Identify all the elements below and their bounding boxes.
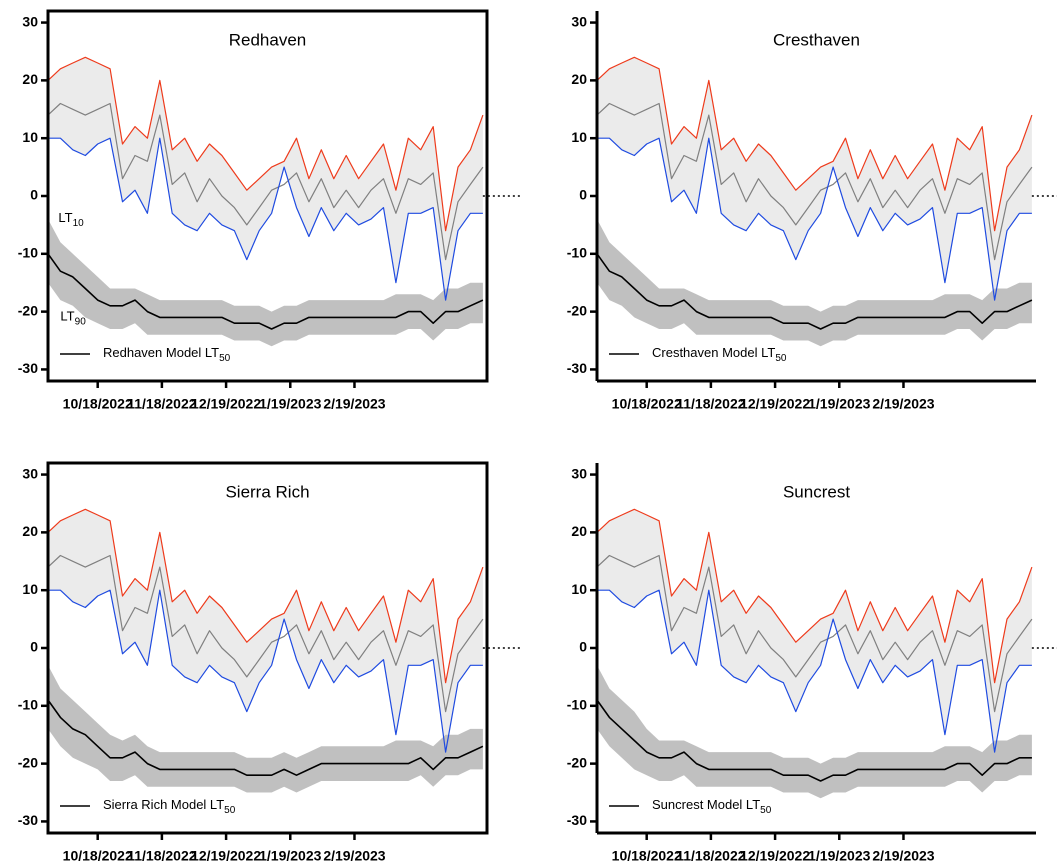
y-tick-label: -20 xyxy=(567,754,587,770)
legend-label: Suncrest Model LT50 xyxy=(652,797,772,815)
series-line xyxy=(47,554,484,713)
range-fill xyxy=(48,509,483,753)
chart-title: Sierra Rich xyxy=(225,482,309,501)
y-tick-label: 30 xyxy=(22,465,38,481)
y-tick-label: 0 xyxy=(579,187,587,203)
legend-label: Cresthaven Model LT50 xyxy=(652,345,787,363)
range-fill xyxy=(597,57,1032,301)
y-tick-label: -30 xyxy=(18,812,38,828)
x-tick-label: 2/19/2023 xyxy=(872,848,934,863)
x-tick-label: 12/19/2022 xyxy=(740,848,810,863)
y-tick-label: 30 xyxy=(22,13,38,29)
x-tick-label: 12/19/2022 xyxy=(740,396,810,412)
x-tick-label: 1/19/2023 xyxy=(259,848,321,863)
model-band xyxy=(597,665,1032,799)
series-line xyxy=(48,589,483,753)
y-tick-label: -10 xyxy=(18,245,38,261)
y-tick-label: 0 xyxy=(579,639,587,655)
y-tick-label: 10 xyxy=(22,129,38,145)
series-line xyxy=(597,589,1032,753)
y-tick-label: 10 xyxy=(571,129,587,145)
y-tick-label: 30 xyxy=(571,13,587,29)
y-tick-label: 20 xyxy=(22,523,38,539)
series-line xyxy=(597,137,1032,301)
series-line xyxy=(596,508,1033,684)
y-tick-label: 20 xyxy=(571,71,587,87)
x-tick-label: 10/18/2022 xyxy=(612,396,682,412)
y-tick-label: -20 xyxy=(18,754,38,770)
y-tick-label: 20 xyxy=(22,71,38,87)
series-line xyxy=(47,699,484,776)
x-tick-label: 12/19/2022 xyxy=(191,848,261,863)
series-line xyxy=(48,137,483,301)
range-fill xyxy=(48,57,483,301)
x-tick-label: 11/18/2022 xyxy=(676,848,746,863)
x-tick-label: 11/18/2022 xyxy=(127,848,197,863)
series-line xyxy=(596,699,1032,782)
annotation: LT10 xyxy=(58,211,84,229)
model-band xyxy=(48,219,483,347)
x-tick-label: 11/18/2022 xyxy=(676,396,746,412)
y-tick-label: 20 xyxy=(571,523,587,539)
y-tick-label: -10 xyxy=(567,245,587,261)
chart-title: Redhaven xyxy=(229,30,307,49)
y-tick-label: -10 xyxy=(18,697,38,713)
series-line xyxy=(596,56,1033,232)
x-tick-label: 10/18/2022 xyxy=(63,396,133,412)
y-tick-label: -30 xyxy=(567,812,587,828)
y-tick-label: -30 xyxy=(18,360,38,376)
x-tick-label: 1/19/2023 xyxy=(259,396,321,412)
y-tick-label: 30 xyxy=(571,465,587,481)
series-line xyxy=(47,102,484,261)
y-tick-label: -20 xyxy=(567,302,587,318)
series-line xyxy=(596,253,1033,330)
range-fill xyxy=(597,509,1032,753)
y-tick-label: 0 xyxy=(30,187,38,203)
chart-title: Suncrest xyxy=(783,482,850,501)
y-tick-label: 10 xyxy=(571,581,587,597)
x-tick-label: 1/19/2023 xyxy=(808,396,870,412)
x-tick-label: 2/19/2023 xyxy=(323,848,385,863)
series-line xyxy=(47,253,484,330)
series-line xyxy=(596,554,1033,713)
x-tick-label: 10/18/2022 xyxy=(612,848,682,863)
legend-label: Sierra Rich Model LT50 xyxy=(103,797,236,815)
series-line xyxy=(47,56,484,232)
x-tick-label: 2/19/2023 xyxy=(872,396,934,412)
legend-label: Redhaven Model LT50 xyxy=(103,345,231,363)
chart-title: Cresthaven xyxy=(773,30,860,49)
annotation: LT90 xyxy=(60,309,86,327)
x-tick-label: 2/19/2023 xyxy=(323,396,385,412)
series-line xyxy=(47,508,484,684)
model-band xyxy=(597,219,1032,347)
x-tick-label: 12/19/2022 xyxy=(191,396,261,412)
x-tick-label: 10/18/2022 xyxy=(63,848,133,863)
y-tick-label: -30 xyxy=(567,360,587,376)
series-line xyxy=(596,102,1033,261)
x-tick-label: 11/18/2022 xyxy=(127,396,197,412)
y-tick-label: -20 xyxy=(18,302,38,318)
model-band xyxy=(48,665,483,793)
y-tick-label: -10 xyxy=(567,697,587,713)
x-tick-label: 1/19/2023 xyxy=(808,848,870,863)
y-tick-label: 0 xyxy=(30,639,38,655)
y-tick-label: 10 xyxy=(22,581,38,597)
